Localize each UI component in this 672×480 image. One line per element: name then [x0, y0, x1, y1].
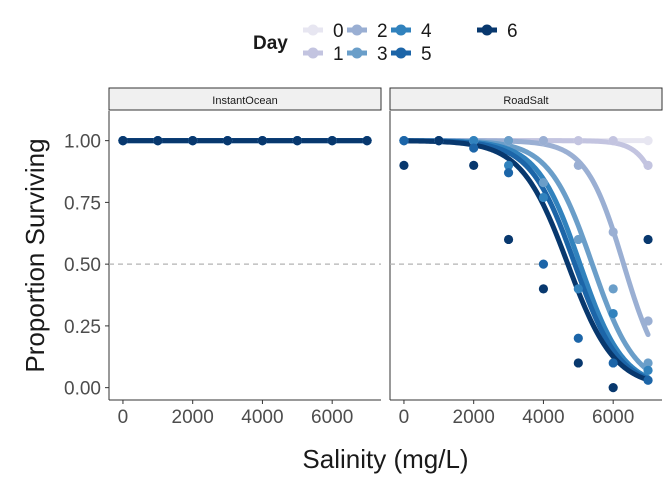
legend-key-day-1: 1 [303, 44, 344, 65]
legend-key-day-4: 4 [391, 21, 432, 42]
data-point-day-3 [643, 358, 653, 368]
legend-key-day-5: 5 [391, 44, 432, 65]
data-point-day-5 [643, 375, 653, 385]
legend-label: 0 [333, 21, 344, 42]
data-point-day-6 [643, 234, 653, 245]
legend-label: 3 [377, 44, 388, 65]
legend-key-point [481, 24, 493, 36]
y-axis: 0.00 0.25 0.50 0.75 1.00 [64, 132, 109, 400]
x-tick-label: 4000 [241, 407, 283, 428]
data-point-day-6 [222, 136, 233, 146]
panel-roadsalt: RoadSalt 0 2000 4000 6000 [389, 87, 663, 428]
legend-label: 2 [377, 21, 388, 42]
fit-curve-day-2 [401, 138, 651, 338]
data-point-day-2 [643, 316, 653, 326]
data-point-day-4 [503, 160, 514, 170]
data-point-day-5 [399, 136, 409, 146]
legend-key-day-6: 6 [477, 21, 518, 42]
legend-label: 4 [421, 21, 432, 42]
data-point-day-5 [503, 168, 514, 178]
data-point-day-2 [608, 227, 618, 237]
legend-key-point [307, 24, 319, 36]
legend-key-point [307, 47, 319, 59]
data-point-day-6 [362, 136, 372, 146]
data-point-day-4 [608, 308, 618, 319]
data-point-day-4 [573, 284, 583, 294]
legend-label: 6 [507, 21, 518, 42]
data-point-day-0 [643, 136, 653, 146]
data-point-day-4 [469, 136, 479, 146]
data-point-day-6 [469, 160, 479, 170]
y-tick-label: 0.75 [64, 193, 101, 214]
x-tick-label: 0 [399, 407, 410, 428]
x-tick-label: 6000 [311, 407, 353, 428]
legend-key-day-2: 2 [347, 21, 388, 42]
legend: Day 01 23 45 6 [253, 21, 518, 65]
data-point-day-6 [538, 284, 549, 294]
data-point-day-1 [643, 160, 653, 170]
x-tick-label: 0 [118, 407, 129, 428]
data-point-day-6 [257, 136, 268, 146]
y-tick-label: 1.00 [64, 132, 101, 153]
legend-key-point [351, 24, 363, 36]
data-point-day-5 [608, 358, 618, 368]
y-tick-label: 0.00 [64, 379, 101, 400]
data-point-day-4 [643, 365, 653, 375]
x-tick-label: 4000 [522, 407, 564, 428]
data-point-day-6 [608, 383, 618, 393]
data-point-day-6 [503, 234, 514, 245]
data-point-day-3 [573, 234, 583, 245]
panel-instantocean: InstantOcean 0 2000 4000 6000 [108, 87, 382, 428]
data-point-day-1 [573, 136, 583, 146]
data-point-day-5 [538, 259, 549, 269]
data-point-day-6 [573, 358, 583, 368]
x-axis-title: Salinity (mg/L) [302, 444, 468, 474]
legend-key-day-3: 3 [347, 44, 388, 65]
x-tick-label: 2000 [172, 407, 214, 428]
panel-strip-label: RoadSalt [503, 95, 548, 107]
fit-curve-day-6 [401, 138, 651, 383]
y-tick-label: 0.25 [64, 317, 101, 338]
data-point-day-6 [188, 136, 198, 146]
legend-key-point [351, 47, 363, 59]
data-point-day-5 [469, 143, 479, 153]
data-point-day-3 [608, 284, 618, 294]
legend-key-point [395, 24, 407, 36]
x-tick-label: 2000 [453, 407, 495, 428]
data-point-day-6 [399, 160, 409, 170]
data-point-day-4 [538, 192, 549, 203]
data-point-day-6 [118, 136, 128, 146]
y-axis-title: Proportion Surviving [20, 138, 50, 372]
data-point-day-5 [573, 333, 583, 343]
data-point-day-2 [573, 160, 583, 170]
legend-label: 5 [421, 44, 432, 65]
data-point-day-6 [153, 136, 163, 146]
x-tick-label: 6000 [592, 407, 634, 428]
data-point-day-6 [327, 136, 337, 146]
y-tick-label: 0.50 [64, 255, 101, 276]
data-point-day-2 [538, 136, 549, 146]
panel-strip [108, 87, 382, 111]
panel-strip [389, 87, 663, 111]
legend-key-point [395, 47, 407, 59]
data-point-day-3 [503, 136, 514, 146]
data-point-day-6 [434, 136, 444, 146]
data-point-day-3 [538, 178, 549, 188]
data-point-day-1 [608, 136, 618, 146]
legend-title: Day [253, 33, 288, 54]
panel-strip-label: InstantOcean [212, 95, 277, 107]
data-point-day-6 [292, 136, 302, 146]
legend-label: 1 [333, 44, 344, 65]
legend-key-day-0: 0 [303, 21, 344, 42]
